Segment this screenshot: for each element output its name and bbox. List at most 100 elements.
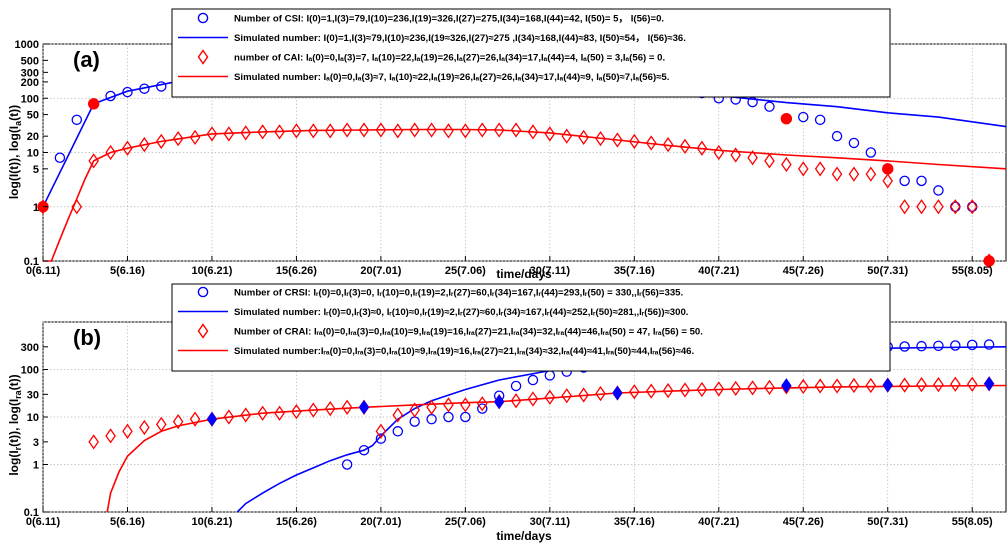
data-point-diamond [747, 380, 758, 396]
data-point-diamond [291, 123, 302, 139]
data-point-circle [983, 339, 995, 350]
data-point-diamond [460, 397, 471, 413]
data-point-circle [933, 185, 944, 196]
panel-b-marks [88, 339, 995, 470]
data-point-diamond [324, 123, 336, 139]
data-point-diamond [443, 397, 454, 413]
x-tick-label: 10(6.21) [191, 516, 232, 528]
data-point-diamond [155, 133, 167, 150]
data-point-diamond [476, 122, 488, 138]
legend-marker-circle [197, 12, 209, 24]
data-point-diamond [848, 166, 860, 182]
y-tick-label: 1000 [15, 39, 39, 51]
data-point-circle [358, 444, 370, 456]
data-point-diamond [139, 136, 150, 153]
data-point-circle [916, 175, 927, 187]
x-tick-label: 50(7.31) [867, 516, 908, 528]
data-point-diamond [510, 122, 522, 138]
data-point-diamond [578, 129, 589, 146]
data-point-diamond [916, 376, 927, 393]
highlight-point [87, 98, 100, 110]
panel-a-label: (a) [73, 47, 100, 72]
data-point-diamond [865, 377, 877, 394]
data-point-diamond [460, 123, 471, 139]
data-point-diamond [476, 396, 488, 412]
legend-entry-text: Number of CRSI: Iᵣ(0)=0,Iᵣ(3)=0, Iᵣ(10)=… [234, 288, 683, 299]
panel-b-legend: Number of CRSI: Iᵣ(0)=0,Iᵣ(3)=0, Iᵣ(10)=… [171, 283, 891, 372]
data-point-diamond [713, 144, 725, 161]
panel-a-legend: Number of CSI: I(0)=1,I(3)=79,I(10)=236,… [171, 8, 891, 98]
legend-marker-diamond [197, 49, 209, 65]
data-point-diamond [696, 140, 708, 156]
simulated-curve-1 [43, 128, 1007, 262]
y-tick-label: 50 [27, 110, 39, 122]
data-point-diamond [966, 199, 978, 215]
simulated-curve-1 [106, 384, 1007, 513]
data-point-diamond [950, 199, 961, 215]
x-tick-label: 50(7.31) [867, 265, 908, 277]
data-point-diamond [662, 382, 674, 399]
data-point-diamond [544, 389, 556, 405]
data-point-circle [966, 339, 978, 351]
x-tick-label: 20(7.01) [360, 516, 401, 528]
legend-entry-text: Simulated number:Iᵣₐ(0)=0,Iᵣₐ(3)=0,Iᵣₐ(1… [234, 346, 694, 357]
data-point-diamond [595, 386, 606, 402]
data-point-diamond [139, 419, 150, 436]
data-point-diamond [679, 138, 691, 154]
highlight-point [612, 385, 623, 401]
data-point-diamond [375, 122, 387, 138]
data-point-diamond [341, 399, 353, 415]
x-tick-label: 35(7.16) [614, 265, 655, 277]
data-point-diamond [443, 123, 454, 139]
data-point-circle [156, 81, 167, 92]
data-point-circle [916, 340, 927, 352]
y-tick-label: 5 [33, 164, 39, 176]
data-point-diamond [544, 126, 556, 142]
highlight-point [781, 378, 792, 393]
y-tick-label: 0.1 [24, 507, 39, 519]
data-point-diamond [409, 122, 420, 138]
x-tick-label: 55(8.05) [952, 516, 993, 528]
data-point-diamond [324, 400, 336, 417]
data-point-diamond [122, 423, 133, 439]
data-point-diamond [814, 378, 826, 394]
y-tick-label: 1 [33, 460, 39, 472]
data-point-diamond [122, 140, 133, 156]
data-point-circle [865, 147, 877, 158]
legend-entry-text: number of CAI: Iₐ(0)=0,Iₐ(3)=7, Iₐ(10)=2… [234, 53, 665, 64]
data-point-diamond [105, 428, 116, 444]
data-point-circle [798, 111, 809, 123]
data-point-circle [814, 114, 826, 126]
panel-b-label: (b) [73, 325, 101, 350]
data-point-circle [899, 175, 910, 187]
data-point-diamond [629, 384, 640, 400]
data-point-diamond [240, 125, 252, 141]
data-point-circle [848, 137, 860, 149]
panel-a: 0(6.11) 5(6.16) 10(6.21) 15(6.26) 20(7.01) 25… [7, 8, 1007, 281]
data-point-diamond [308, 123, 319, 139]
data-point-diamond [375, 423, 387, 439]
highlight-point [983, 376, 995, 392]
legend-entry-text: Number of CRAI: Iᵣₐ(0)=0,Iᵣₐ(3)=0,Iᵣₐ(10… [234, 327, 703, 338]
y-tick-label: 200 [21, 77, 39, 89]
data-point-diamond [257, 405, 268, 421]
highlight-point [882, 377, 893, 393]
data-point-circle [831, 130, 843, 142]
panel-a-ticks: 0(6.11) 5(6.16) 10(6.21) 15(6.26) 20(7.01) 25… [15, 39, 994, 277]
data-point-diamond [747, 150, 758, 166]
y-tick-label: 0.1 [24, 256, 39, 268]
data-point-diamond [730, 147, 741, 163]
data-point-diamond [527, 124, 539, 140]
x-tick-label: 30(7.11) [530, 265, 571, 277]
data-point-diamond [814, 161, 826, 177]
x-tick-label: 45(7.26) [783, 265, 824, 277]
data-point-circle [71, 114, 83, 126]
x-tick-label: 30(7.11) [530, 516, 571, 528]
panel-a-xlabel: time/days [496, 267, 552, 281]
data-point-diamond [662, 136, 674, 153]
data-point-circle [105, 90, 116, 102]
y-tick-label: 300 [21, 67, 39, 79]
panel-b-xlabel: time/days [496, 529, 552, 543]
data-point-diamond [392, 407, 404, 423]
